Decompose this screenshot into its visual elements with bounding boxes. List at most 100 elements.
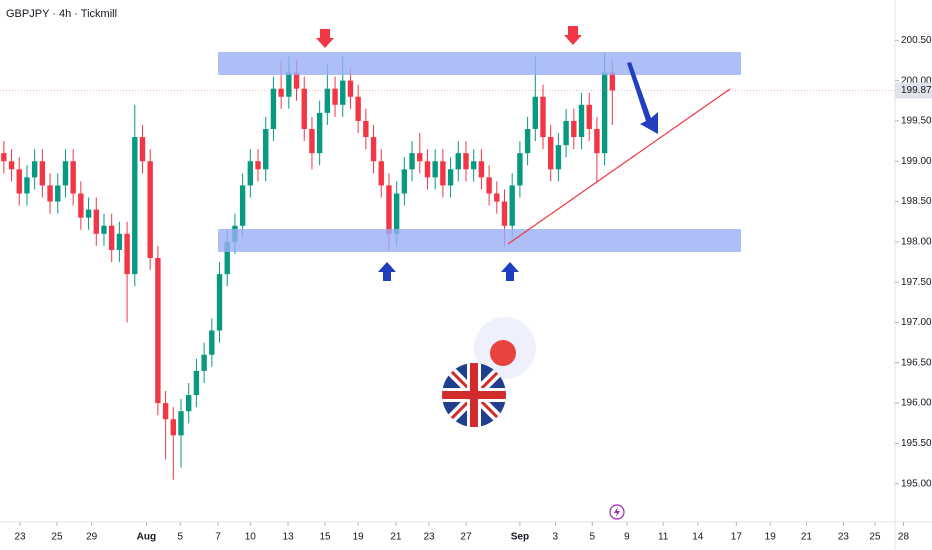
candle-body: [401, 169, 408, 194]
candle-body: [139, 137, 146, 162]
x-tick-label: 15: [319, 532, 331, 543]
y-tick-label: 199.500: [901, 116, 932, 127]
y-tick-label: 200.000: [901, 75, 932, 86]
candle-body: [39, 161, 46, 186]
candle-body: [31, 161, 38, 178]
candle-body: [363, 120, 369, 138]
candle-body: [24, 177, 30, 194]
x-tick-label: 28: [898, 532, 910, 543]
candle-body: [463, 153, 469, 170]
x-tick-label: 5: [177, 532, 183, 543]
candle-body: [316, 112, 323, 154]
candle-body: [332, 88, 338, 105]
candle-body: [178, 411, 184, 436]
candle-body: [378, 161, 384, 186]
candle-body: [509, 185, 515, 226]
candle-body: [447, 169, 454, 186]
y-tick-label: 199.000: [901, 156, 932, 167]
candle-body: [85, 209, 92, 218]
candle-body: [62, 161, 69, 186]
jp-flag: [490, 340, 516, 366]
y-tick-label: 195.500: [901, 438, 932, 449]
candle-body: [224, 241, 230, 275]
candle-body: [540, 96, 546, 138]
candle-body: [594, 128, 600, 154]
candle-body: [324, 88, 331, 113]
candle-body: [340, 80, 346, 105]
candle-body: [270, 88, 277, 129]
x-tick-label: 29: [86, 532, 98, 543]
candle-body: [186, 395, 192, 412]
x-tick-label: 11: [658, 532, 669, 543]
candle-body: [293, 72, 300, 89]
candle-body: [55, 185, 61, 202]
last-price-label: 199.878: [901, 85, 932, 96]
chart-title: GBPJPY · 4h · Tickmill: [6, 8, 117, 20]
x-tick-label: 19: [765, 532, 777, 543]
x-tick-label: 23: [838, 532, 850, 543]
candle-body: [124, 233, 130, 275]
x-tick-label: 5: [590, 532, 596, 543]
candle-body: [555, 145, 562, 170]
candle-body: [586, 104, 592, 129]
y-tick-label: 200.500: [901, 35, 932, 46]
candle-body: [386, 185, 392, 234]
candle-body: [601, 72, 608, 154]
x-tick-label: 25: [869, 532, 881, 543]
down-arrow: [316, 29, 334, 48]
candle-body: [70, 161, 76, 194]
candle-body: [524, 128, 531, 154]
candle-body: [478, 161, 485, 178]
candle-body: [132, 137, 138, 275]
x-tick-label: Aug: [137, 532, 156, 543]
candle-body: [486, 177, 492, 194]
projection-arrow: [627, 62, 658, 134]
x-tick-label: 13: [283, 532, 295, 543]
candle-body: [16, 169, 22, 194]
x-tick-label: 23: [423, 532, 435, 543]
candle-body: [255, 161, 261, 170]
y-tick-label: 197.500: [901, 277, 932, 288]
candle-body: [355, 96, 361, 121]
candle-body: [278, 88, 284, 97]
candle-body: [578, 104, 585, 138]
candle-body: [147, 161, 153, 258]
candle-body: [155, 257, 161, 404]
candle-body: [440, 161, 446, 186]
candle-body: [532, 96, 539, 129]
x-tick-label: 14: [692, 532, 704, 543]
candle-body: [78, 193, 84, 218]
y-tick-label: 198.500: [901, 196, 932, 207]
x-tick-label: 10: [245, 532, 257, 543]
x-tick-label: 21: [801, 532, 813, 543]
candle-body: [517, 153, 523, 186]
candle-body: [494, 193, 500, 202]
candle-body: [1, 153, 7, 162]
x-tick-label: 7: [215, 532, 221, 543]
candle-body: [201, 354, 207, 371]
candle-body: [455, 153, 461, 170]
event-bolt: [614, 507, 620, 517]
candle-body: [216, 274, 223, 331]
x-tick-label: 25: [51, 532, 63, 543]
candle-body: [309, 128, 315, 154]
candle-body: [432, 161, 438, 178]
candle-body: [8, 161, 15, 170]
candle-body: [108, 225, 115, 250]
candle-body: [263, 128, 269, 170]
support-zone: [218, 229, 741, 252]
trend-line: [507, 88, 731, 245]
candle-body: [347, 80, 354, 97]
candle-body: [470, 161, 477, 170]
candle-body: [247, 161, 254, 186]
x-tick-label: 17: [731, 532, 743, 543]
candle-body: [47, 185, 53, 202]
candle-body: [571, 120, 577, 138]
y-tick-label: 196.000: [901, 398, 932, 409]
x-tick-label: 23: [14, 532, 26, 543]
candle-body: [239, 185, 246, 226]
candle-body: [609, 72, 616, 91]
x-tick-label: 19: [353, 532, 365, 543]
candle-body: [193, 370, 200, 396]
